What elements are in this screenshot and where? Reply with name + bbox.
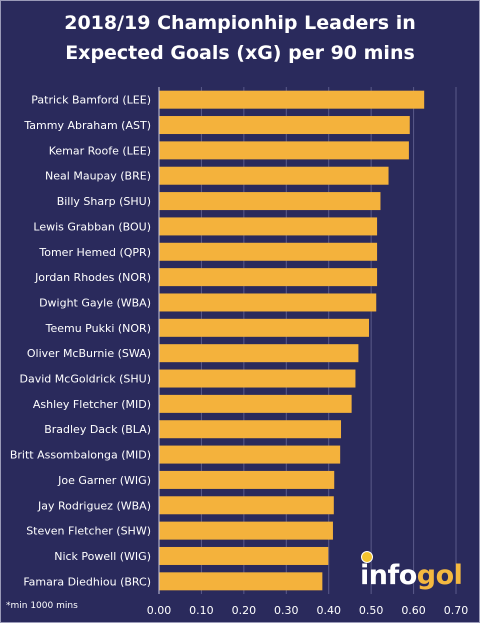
- bar: [159, 470, 335, 489]
- bar: [159, 369, 356, 388]
- football-icon: [361, 551, 373, 563]
- infogol-logo: infogol: [360, 560, 463, 591]
- category-label: Famara Diedhiou (BRC): [23, 575, 151, 588]
- bar: [159, 344, 359, 363]
- category-label: Steven Fletcher (SHW): [26, 525, 151, 538]
- bar: [159, 166, 389, 185]
- category-label: Jay Rodriguez (WBA): [37, 499, 151, 512]
- bar: [159, 420, 342, 439]
- bar: [159, 394, 352, 413]
- chart-title-line-1: 2018/19 Championhip Leaders in: [64, 12, 416, 34]
- bar: [159, 268, 378, 287]
- category-label: Lewis Grabban (BOU): [33, 220, 151, 233]
- footnote: *min 1000 mins: [6, 601, 78, 611]
- x-tick-label: 0.40: [316, 604, 341, 617]
- x-tick-label: 0.60: [401, 604, 426, 617]
- x-tick-label: 0.00: [147, 604, 172, 617]
- bar: [159, 572, 323, 591]
- category-label: Patrick Bamford (LEE): [31, 94, 151, 107]
- x-tick-label: 0.20: [232, 604, 257, 617]
- x-tick-label: 0.30: [274, 604, 299, 617]
- bar: [159, 217, 378, 236]
- category-label: Kemar Roofe (LEE): [49, 144, 151, 157]
- category-label: Billy Sharp (SHU): [57, 195, 151, 208]
- category-label: Tomer Hemed (QPR): [38, 246, 151, 259]
- category-label: Oliver McBurnie (SWA): [27, 347, 151, 360]
- bar: [159, 546, 329, 565]
- logo-text-info: info: [360, 560, 417, 591]
- bar: [159, 496, 334, 515]
- category-label: Nick Powell (WIG): [54, 550, 151, 563]
- bar: [159, 521, 333, 540]
- chart-title-line-2: Expected Goals (xG) per 90 mins: [65, 42, 415, 64]
- bar: [159, 318, 370, 337]
- bar: [159, 445, 341, 464]
- x-tick-label: 0.10: [189, 604, 214, 617]
- bar: [159, 116, 410, 135]
- category-label: Jordan Rhodes (NOR): [34, 271, 151, 284]
- bar: [159, 293, 377, 312]
- category-label: Britt Assombalonga (MID): [10, 449, 151, 462]
- category-label: Teemu Pukki (NOR): [45, 322, 151, 335]
- category-label: David McGoldrick (SHU): [20, 373, 151, 386]
- x-tick-label: 0.70: [444, 604, 469, 617]
- category-label: Bradley Dack (BLA): [44, 423, 151, 436]
- bar: [159, 192, 381, 211]
- logo-text-gol: gol: [416, 560, 463, 591]
- bar: [159, 90, 425, 109]
- category-label: Neal Maupay (BRE): [45, 170, 151, 183]
- category-label: Joe Garner (WIG): [57, 474, 151, 487]
- category-label: Dwight Gayle (WBA): [39, 296, 151, 309]
- x-tick-label: 0.50: [359, 604, 384, 617]
- category-label: Ashley Fletcher (MID): [33, 398, 151, 411]
- category-label: Tammy Abraham (AST): [23, 119, 151, 132]
- bar: [159, 141, 409, 160]
- bar: [159, 242, 378, 261]
- chart-title: 2018/19 Championhip Leaders in Expected …: [0, 8, 480, 68]
